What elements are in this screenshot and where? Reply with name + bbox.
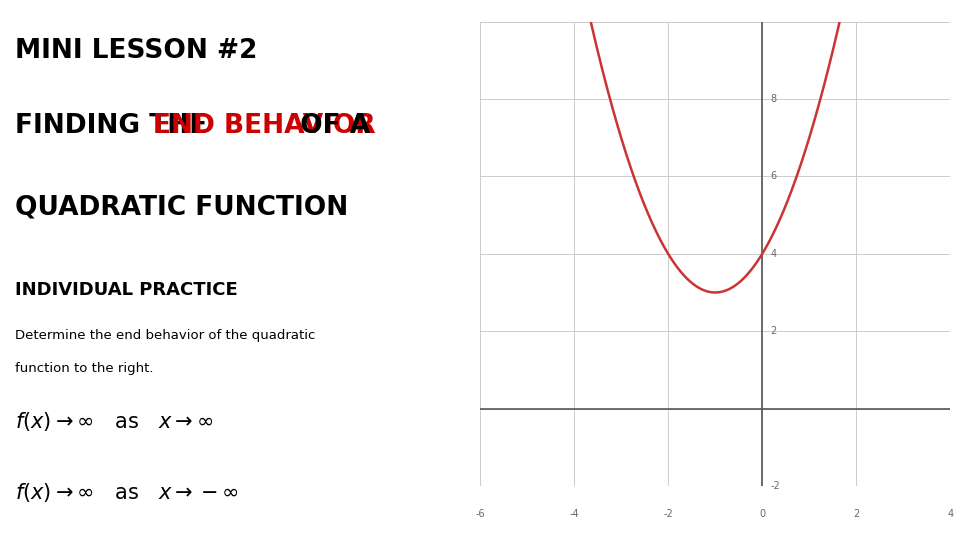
Text: Determine the end behavior of the quadratic: Determine the end behavior of the quadra…	[15, 329, 315, 342]
Text: -4: -4	[569, 509, 579, 519]
Text: $f(x) \rightarrow \infty \quad \mathrm{as} \quad x \rightarrow -\infty$: $f(x) \rightarrow \infty \quad \mathrm{a…	[15, 481, 239, 504]
Text: function to the right.: function to the right.	[15, 362, 154, 375]
Text: 8: 8	[771, 94, 777, 104]
Text: $f(x) \rightarrow \infty \quad \mathrm{as} \quad x \rightarrow \infty$: $f(x) \rightarrow \infty \quad \mathrm{a…	[15, 410, 213, 434]
Text: 0: 0	[759, 509, 765, 519]
Text: INDIVIDUAL PRACTICE: INDIVIDUAL PRACTICE	[15, 281, 238, 299]
Text: -2: -2	[771, 481, 780, 491]
Text: END BEHAVIOR: END BEHAVIOR	[153, 113, 375, 139]
Text: -2: -2	[663, 509, 673, 519]
Text: OF A: OF A	[291, 113, 371, 139]
Text: 6: 6	[771, 171, 777, 181]
Text: 4: 4	[771, 249, 777, 259]
Text: MINI LESSON #2: MINI LESSON #2	[15, 38, 257, 64]
Text: -6: -6	[475, 509, 485, 519]
Text: 4: 4	[948, 509, 953, 519]
Text: 2: 2	[853, 509, 859, 519]
Text: QUADRATIC FUNCTION: QUADRATIC FUNCTION	[15, 194, 348, 220]
Text: 2: 2	[771, 326, 777, 336]
Text: FINDING THE: FINDING THE	[15, 113, 216, 139]
